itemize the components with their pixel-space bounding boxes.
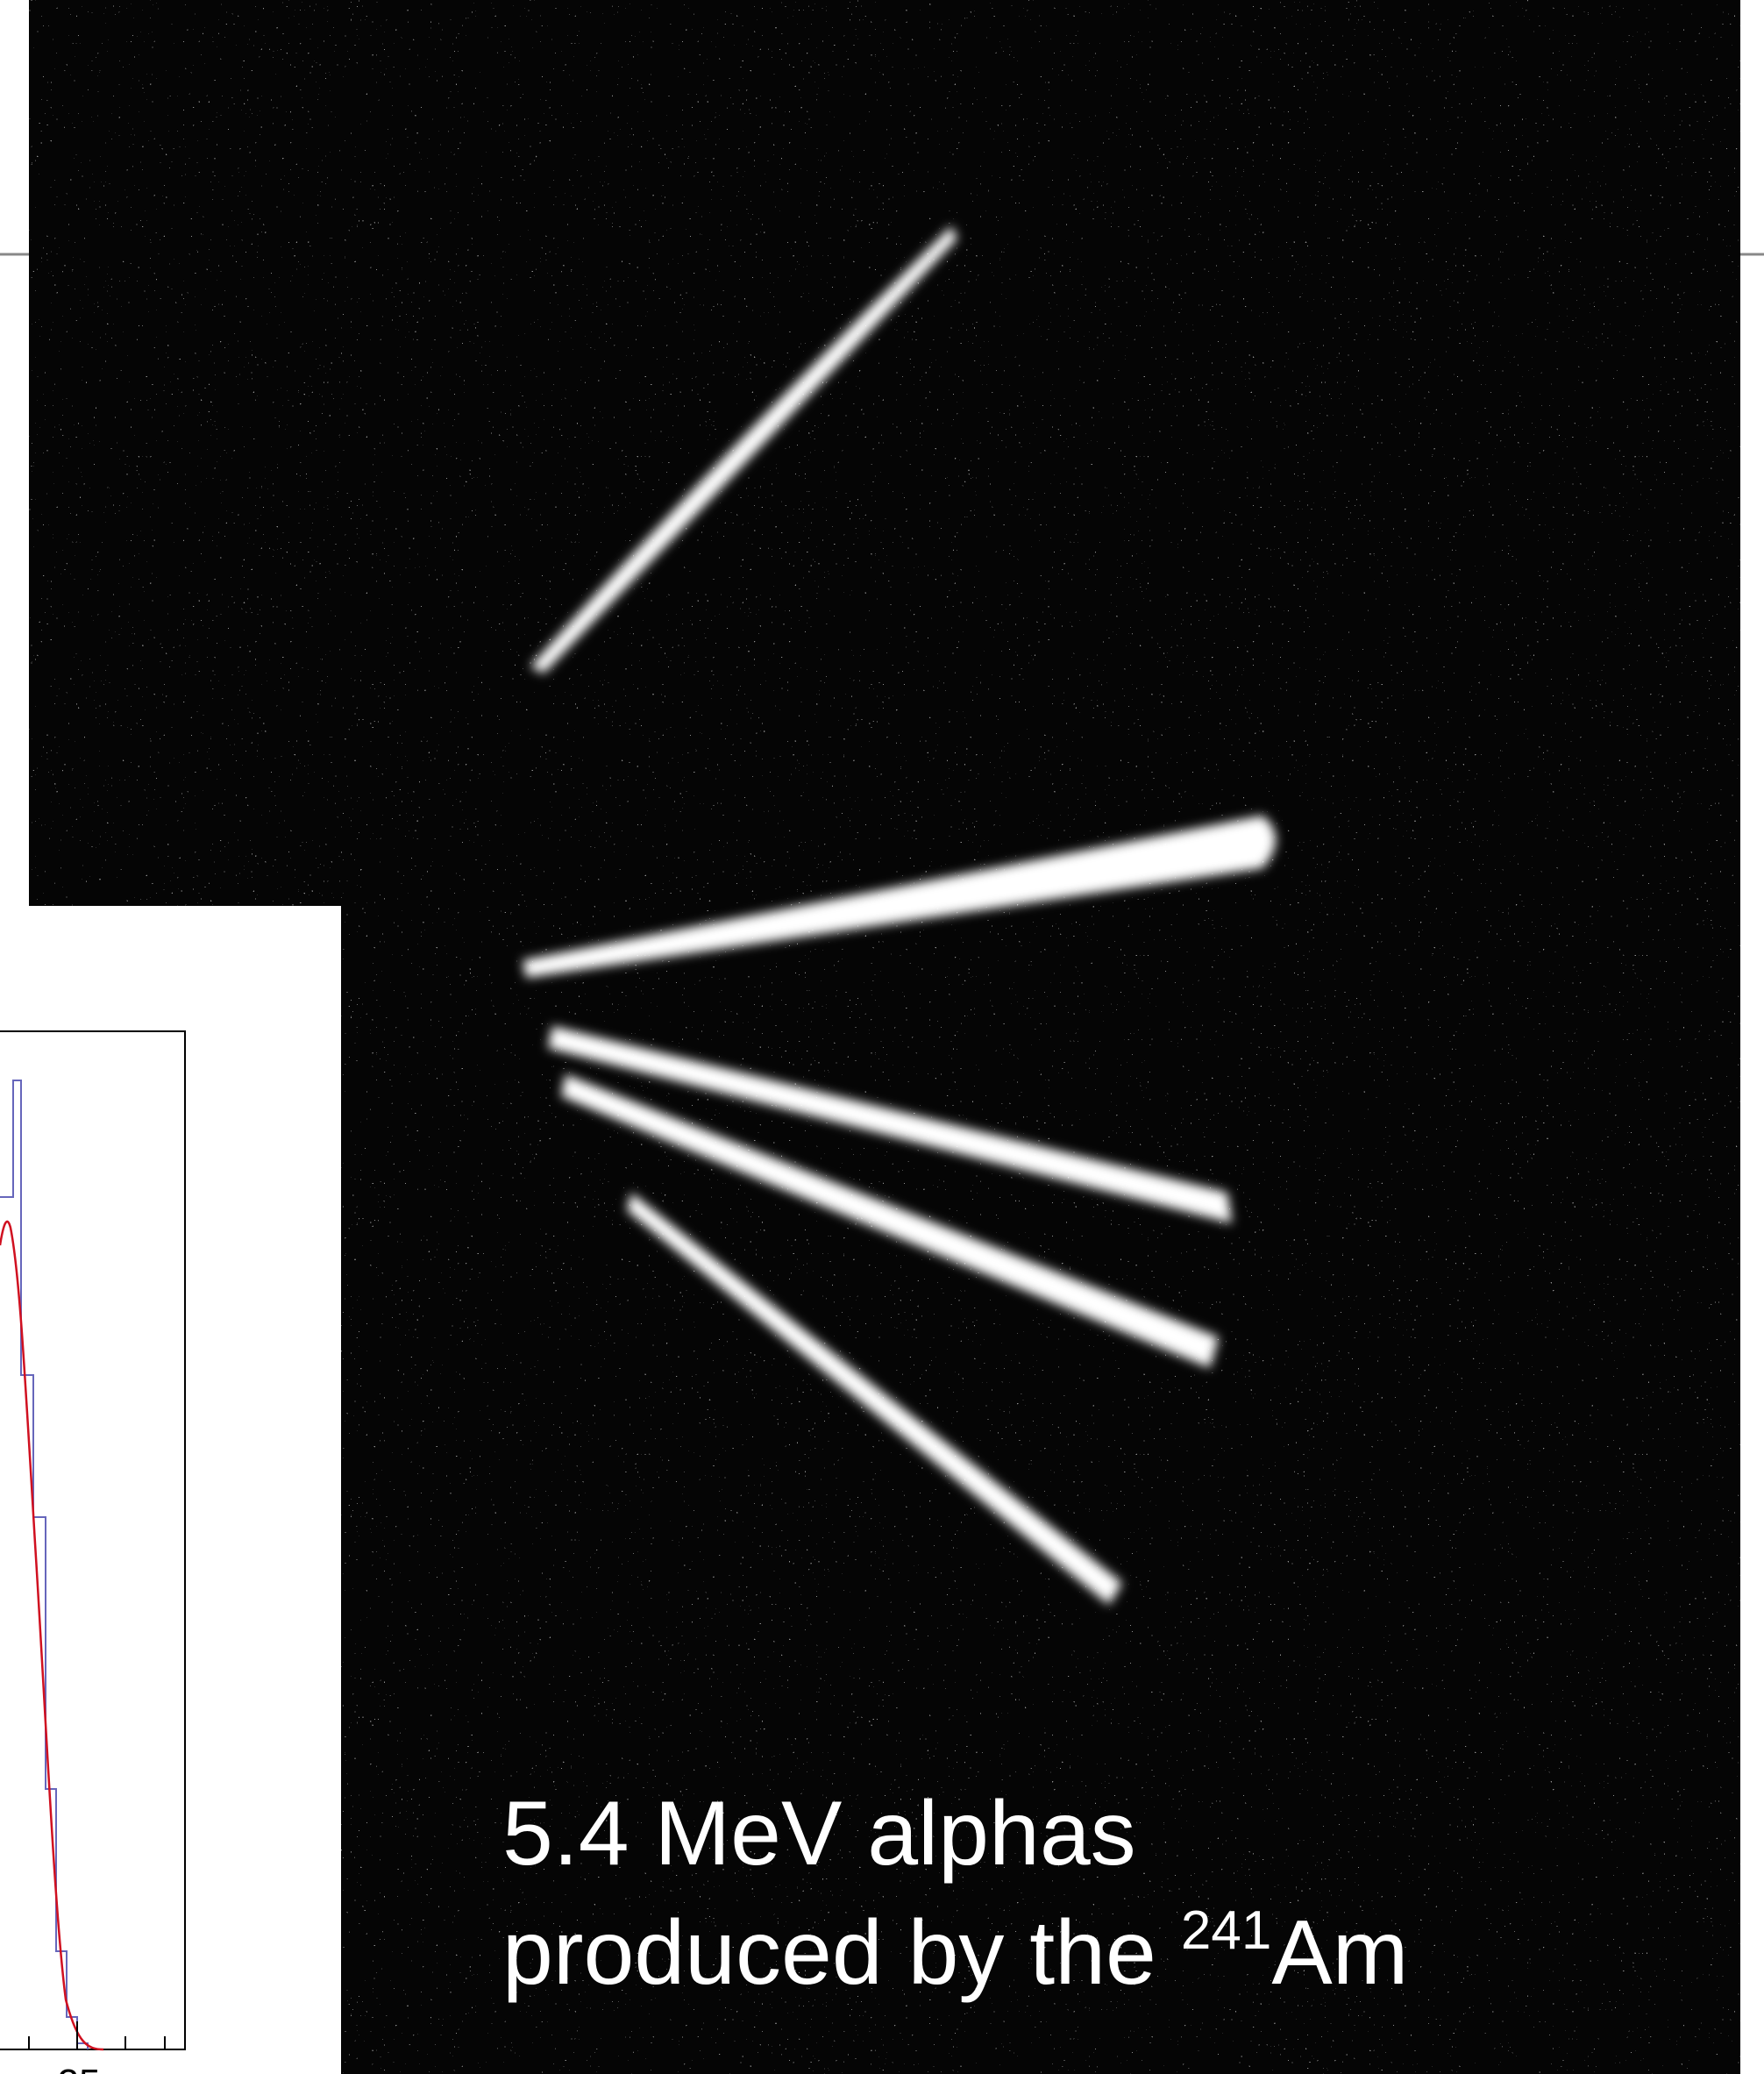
detector-image: 5.4 MeV alphas produced by the 241Am <box>0 0 1764 2074</box>
isotope-mass: 241 <box>1181 1900 1271 1961</box>
x-tick-label: 25 <box>58 2062 101 2074</box>
page: 25 5.4 MeV alphas produced by the241Am (… <box>0 0 1764 2074</box>
caption-line-2: produced by the 241Am <box>502 1900 1408 2004</box>
caption-text: produced by the <box>502 1902 1156 2004</box>
histogram: 25 <box>0 1031 185 2074</box>
isotope-element: Am <box>1271 1902 1408 2004</box>
histogram-frame <box>0 1031 185 2049</box>
caption-line-1: 5.4 MeV alphas <box>502 1783 1136 1885</box>
slide: 25 5.4 MeV alphas produced by the 241Am <box>0 0 1764 2074</box>
